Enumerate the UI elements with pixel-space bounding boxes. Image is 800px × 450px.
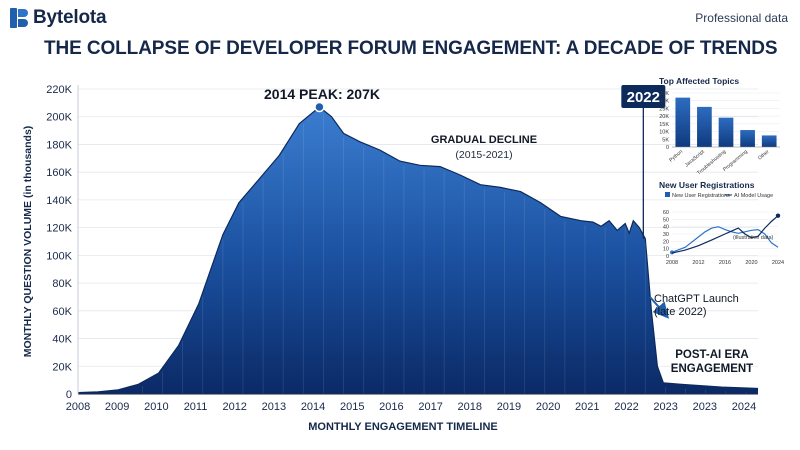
x-tick-label: 2022 <box>614 401 638 413</box>
line-y-tick: 0 <box>666 254 669 260</box>
y-tick-label: 160K <box>46 167 72 179</box>
legend-swatch-registrations <box>665 192 670 197</box>
logo-icon <box>10 8 28 28</box>
bar-y-tick: 15K <box>659 122 669 128</box>
line-y-tick: 50 <box>663 217 669 223</box>
brand-name: Bytelota <box>33 7 107 28</box>
bar <box>761 135 777 147</box>
x-tick-label: 2018 <box>458 401 482 413</box>
line-y-tick: 10 <box>663 247 669 253</box>
line-annotation: (illustrative data) <box>733 235 774 241</box>
y-tick-label: 180K <box>46 139 72 151</box>
bar <box>675 97 691 147</box>
bar-y-tick: 30K <box>659 99 669 105</box>
line-series <box>671 215 779 254</box>
y-tick-label: 120K <box>46 223 72 235</box>
legend-label-registrations: New User Registrations <box>672 193 730 199</box>
x-tick-label: 2015 <box>340 401 364 413</box>
line-x-tick: 2012 <box>692 260 704 266</box>
y-tick-label: 60K <box>52 306 72 318</box>
line-x-tick: 2024 <box>772 260 784 266</box>
y-tick-label: 40K <box>52 334 72 346</box>
x-tick-label: 2019 <box>497 401 521 413</box>
brand-logo[interactable]: Bytelota <box>10 6 107 30</box>
line-y-tick: 30 <box>663 232 669 238</box>
x-tick-label: 2008 <box>66 401 90 413</box>
area-fill <box>78 107 758 394</box>
launch-sublabel: (late 2022) <box>654 306 707 318</box>
marker-box <box>621 85 666 108</box>
x-tick-label: 2016 <box>379 401 403 413</box>
post-era-sublabel: ENGAGEMENT <box>671 363 753 375</box>
line-endpoint <box>775 213 781 218</box>
decline-range: (2015-2021) <box>455 149 512 161</box>
post-era-label: POST-AI ERA <box>675 349 748 361</box>
y-tick-label: 80K <box>52 278 72 290</box>
bar-y-tick: 35K <box>659 91 669 97</box>
main-area-chart <box>77 106 759 396</box>
line-x-tick: 2020 <box>745 260 757 266</box>
x-tick-label: 2024 <box>732 401 756 413</box>
brand-tagline: Professional data <box>695 11 788 25</box>
line-y-tick: 60 <box>663 210 669 216</box>
x-tick-label: 2020 <box>536 401 560 413</box>
decline-title: GRADUAL DECLINE <box>431 134 537 146</box>
main-axes: 0 20K 40K 60K 80K 100K 120K 140K 160K 180K 200K 220… <box>22 84 758 433</box>
bar-y-tick: 10K <box>659 130 669 136</box>
main-annotations: 2014 PEAK: 207K GRADUAL DECLINE (2015-2021… <box>264 85 753 375</box>
x-tick-label: 2010 <box>144 401 168 413</box>
bar-category-label: Other <box>757 149 771 162</box>
x-tick-label: 2021 <box>575 401 599 413</box>
x-tick-label: 2014 <box>301 401 325 413</box>
y-tick-label: 100K <box>46 250 72 262</box>
header: Bytelota Professional data <box>0 0 800 36</box>
x-tick-label: 2012 <box>222 401 246 413</box>
registrations-title: New User Registrations <box>659 180 755 190</box>
launch-label: ChatGPT Launch <box>654 293 739 305</box>
line-x-tick: 2016 <box>719 260 731 266</box>
y-tick-label: 220K <box>46 84 72 96</box>
line-y-tick: 20 <box>663 239 669 245</box>
y-tick-label: 140K <box>46 195 72 207</box>
marker-label: 2022 <box>627 89 660 106</box>
bar <box>740 130 755 147</box>
legend-label-ai: AI Model Usage <box>734 193 773 199</box>
line-y-tick: 40 <box>663 225 669 231</box>
x-axis-title: MONTHLY ENGAGEMENT TIMELINE <box>308 421 497 433</box>
y-tick-label: 200K <box>46 112 72 124</box>
bar-y-tick: 5K <box>662 137 669 143</box>
bar <box>697 106 712 147</box>
x-tick-label: 2009 <box>105 401 129 413</box>
x-tick-label: 2011 <box>184 401 208 413</box>
line-x-tick: 2008 <box>666 260 678 266</box>
area-line <box>77 106 759 394</box>
line-series <box>671 226 779 253</box>
y-tick-label: 0 <box>66 389 72 401</box>
bar-category-label: Python <box>668 149 684 164</box>
page-title: THE COLLAPSE OF DEVELOPER FORUM ENGAGEME… <box>44 38 778 59</box>
x-tick-label: 2017 <box>418 401 442 413</box>
peak-label: 2014 PEAK: 207K <box>264 86 380 102</box>
bar-y-tick: 25K <box>659 106 669 112</box>
x-tick-label: 2023 <box>693 401 717 413</box>
bar-y-tick: 0 <box>666 145 669 151</box>
launch-arrow <box>649 296 670 319</box>
y-axis-title: MONTHLY QUESTION VOLUME (in thousands) <box>22 126 34 358</box>
y-tick-label: 20K <box>52 361 72 373</box>
x-tick-label: 2013 <box>262 401 286 413</box>
x-tick-label: 2023 <box>653 401 677 413</box>
bar <box>718 117 734 147</box>
top-topics-title: Top Affected Topics <box>659 76 740 86</box>
peak-marker <box>314 101 325 113</box>
bar-y-tick: 20K <box>659 114 669 120</box>
